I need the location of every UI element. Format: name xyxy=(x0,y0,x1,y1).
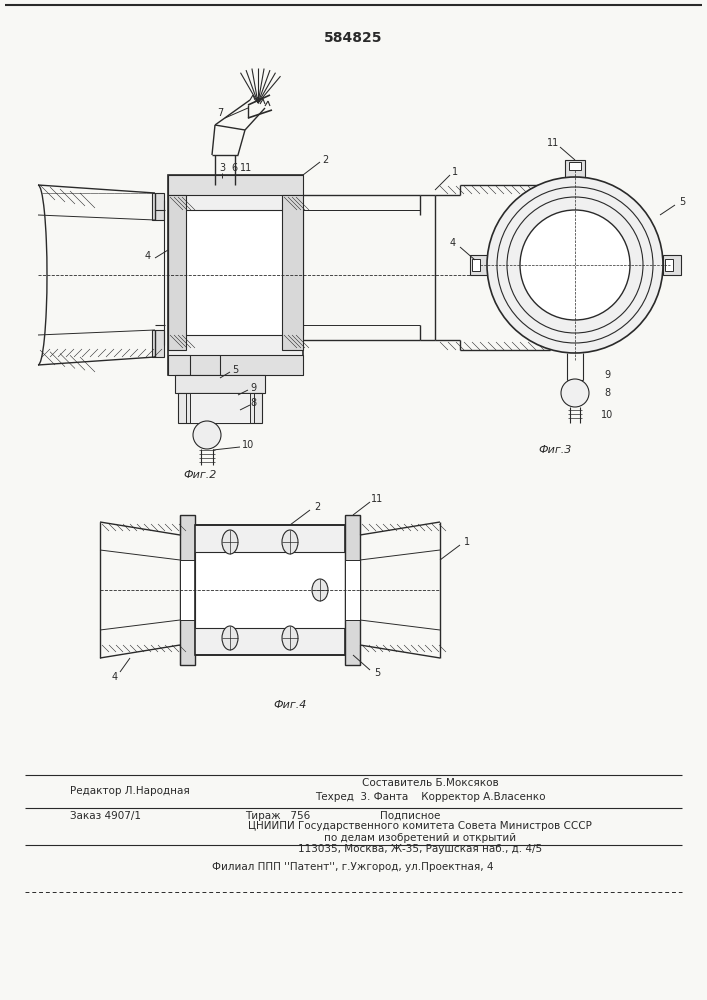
Bar xyxy=(663,255,681,275)
Bar xyxy=(195,552,345,628)
Circle shape xyxy=(487,177,663,353)
Bar xyxy=(168,210,303,335)
Bar xyxy=(168,355,303,375)
Text: 1: 1 xyxy=(452,167,458,177)
Text: Филиал ППП ''Патент'', г.Ужгород, ул.Проектная, 4: Филиал ППП ''Патент'', г.Ужгород, ул.Про… xyxy=(212,862,493,872)
Text: 5: 5 xyxy=(679,197,685,207)
Bar xyxy=(470,255,488,275)
Bar xyxy=(282,195,303,350)
Bar xyxy=(565,160,585,178)
Bar xyxy=(152,193,164,220)
Ellipse shape xyxy=(222,626,238,650)
Text: 113035, Москва, Ж-35, Раушская наб., д. 4/5: 113035, Москва, Ж-35, Раушская наб., д. … xyxy=(298,844,542,854)
Bar xyxy=(168,175,303,375)
Text: 11: 11 xyxy=(547,138,559,148)
Bar xyxy=(180,515,195,665)
Text: 2: 2 xyxy=(322,155,328,165)
Text: 584825: 584825 xyxy=(324,31,382,45)
Text: 10: 10 xyxy=(242,440,254,450)
Text: Фиг.4: Фиг.4 xyxy=(274,700,307,710)
Bar xyxy=(168,175,303,195)
Text: 10: 10 xyxy=(601,410,613,420)
Bar xyxy=(168,195,186,350)
Ellipse shape xyxy=(282,530,298,554)
Circle shape xyxy=(193,421,221,449)
Text: Фиг.3: Фиг.3 xyxy=(538,445,572,455)
Bar xyxy=(190,393,250,423)
Bar xyxy=(345,560,360,620)
Circle shape xyxy=(561,379,589,407)
Text: 4: 4 xyxy=(450,238,456,248)
Bar xyxy=(178,393,262,423)
Bar xyxy=(569,162,581,170)
Text: 3: 3 xyxy=(219,163,225,173)
Bar xyxy=(472,259,480,271)
Text: 9: 9 xyxy=(250,383,256,393)
Ellipse shape xyxy=(312,579,328,601)
Ellipse shape xyxy=(222,530,238,554)
Text: Тираж   756: Тираж 756 xyxy=(245,811,310,821)
Bar xyxy=(180,560,195,620)
Bar xyxy=(195,525,345,655)
Text: 8: 8 xyxy=(250,398,256,408)
Text: 11: 11 xyxy=(371,494,383,504)
Text: Подписное: Подписное xyxy=(380,811,440,821)
Text: 5: 5 xyxy=(374,668,380,678)
Text: ЦНИИПИ Государственного комитета Совета Министров СССР: ЦНИИПИ Государственного комитета Совета … xyxy=(248,821,592,831)
Text: Фиг.2: Фиг.2 xyxy=(183,470,216,480)
Text: 4: 4 xyxy=(112,672,118,682)
Text: 6: 6 xyxy=(231,163,237,173)
Text: Заказ 4907/1: Заказ 4907/1 xyxy=(70,811,141,821)
Bar xyxy=(175,375,265,393)
Bar xyxy=(665,259,673,271)
Text: 7: 7 xyxy=(217,108,223,118)
Text: 1: 1 xyxy=(464,537,470,547)
Text: 11: 11 xyxy=(240,163,252,173)
Text: Редактор Л.Народная: Редактор Л.Народная xyxy=(70,786,190,796)
Bar xyxy=(152,330,164,357)
Text: Техред  3. Фанта    Корректор А.Власенко: Техред 3. Фанта Корректор А.Власенко xyxy=(315,792,545,802)
Text: 4: 4 xyxy=(145,251,151,261)
Text: 2: 2 xyxy=(314,502,320,512)
Ellipse shape xyxy=(282,626,298,650)
Text: Составитель Б.Моксяков: Составитель Б.Моксяков xyxy=(361,778,498,788)
Text: 9: 9 xyxy=(604,370,610,380)
Text: 8: 8 xyxy=(604,388,610,398)
Text: 5: 5 xyxy=(232,365,238,375)
Text: по делам изобретений и открытий: по делам изобретений и открытий xyxy=(324,833,516,843)
Circle shape xyxy=(520,210,630,320)
Bar xyxy=(345,515,360,665)
